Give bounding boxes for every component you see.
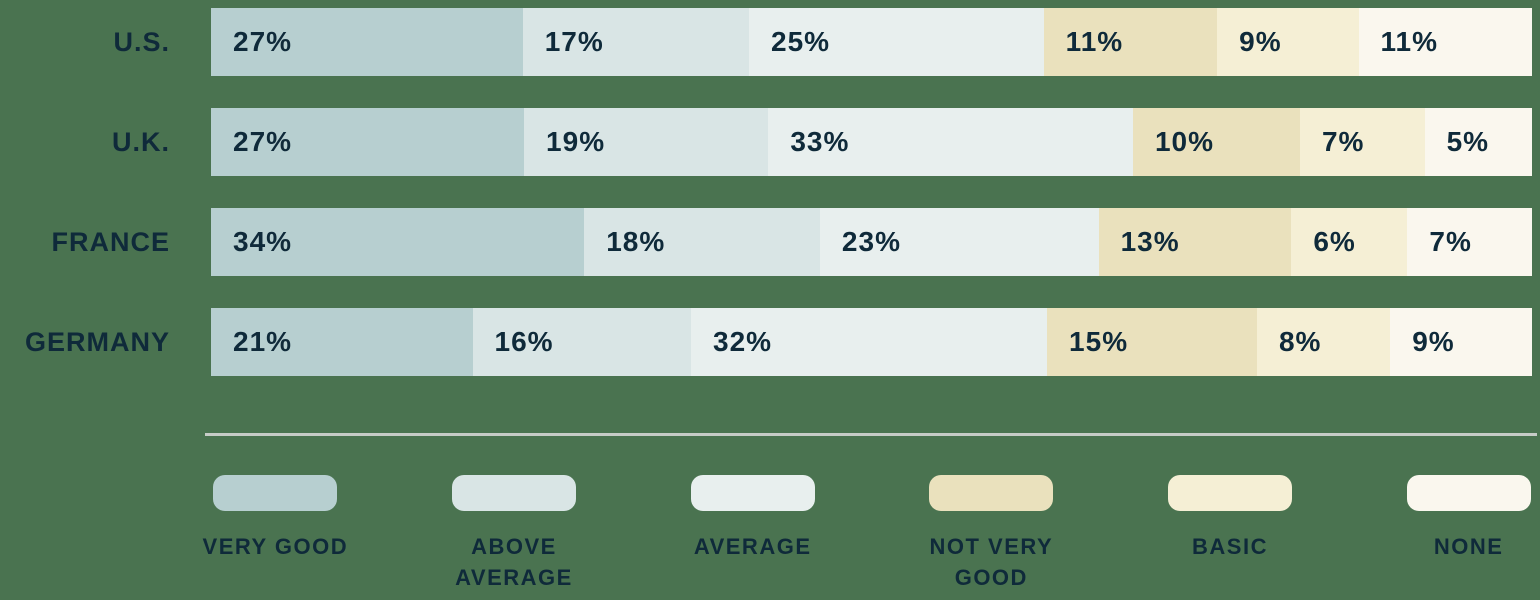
legend-item: NONE — [1349, 475, 1540, 593]
stacked-bar: 27% 19% 33% 10% 7% 5% — [211, 108, 1532, 176]
segment-value: 25% — [771, 26, 831, 57]
legend-swatch — [929, 475, 1054, 511]
bar-segment: 11% — [1043, 8, 1218, 76]
bar-segment: 27% — [211, 8, 523, 76]
bar-segment: 33% — [768, 108, 1133, 176]
segment-value: 16% — [494, 326, 554, 357]
table-row: FRANCE 34% 18% 23% 13% 6% 7% — [0, 208, 1533, 276]
legend-item: ABOVE AVERAGE — [395, 475, 634, 593]
row-label: U.K. — [112, 126, 170, 157]
legend-swatch — [1406, 475, 1531, 511]
segment-value: 27% — [233, 126, 293, 157]
stacked-bar: 34% 18% 23% 13% 6% 7% — [211, 208, 1533, 276]
table-row: U.S. 27% 17% 25% 11% 9% 11% — [0, 8, 1532, 76]
bar-segment: 23% — [819, 208, 1099, 276]
legend-swatch — [1167, 475, 1292, 511]
legend-swatch — [451, 475, 576, 511]
legend-item: NOT VERY GOOD — [872, 475, 1111, 593]
bar-segment: 5% — [1424, 108, 1532, 176]
stacked-bar: 27% 17% 25% 11% 9% 11% — [211, 8, 1532, 76]
legend-label: NOT VERY GOOD — [929, 534, 1054, 590]
bar-segment: 34% — [211, 208, 585, 276]
legend-swatch — [690, 475, 815, 511]
segment-value: 7% — [1429, 226, 1472, 257]
segment-value: 13% — [1120, 226, 1180, 257]
row-label: GERMANY — [24, 326, 170, 357]
segment-value: 34% — [233, 226, 293, 257]
bar-segment: 9% — [1390, 308, 1532, 376]
chart-legend: VERY GOOD ABOVE AVERAGE AVERAGE NOT VERY GO… — [156, 475, 1540, 593]
segment-value: 15% — [1069, 326, 1129, 357]
table-row: U.K. 27% 19% 33% 10% 7% 5% — [0, 108, 1532, 176]
segment-value: 17% — [544, 26, 604, 57]
bar-segment: 17% — [522, 8, 750, 76]
bar-segment: 27% — [211, 108, 525, 176]
segment-value: 19% — [546, 126, 606, 157]
segment-value: 9% — [1239, 26, 1282, 57]
segment-value: 11% — [1065, 26, 1124, 57]
bar-segment: 13% — [1098, 208, 1292, 276]
chart-rows: U.S. 27% 17% 25% 11% 9% 11% U.K. 27% 19% 33% 10% 7% 5… — [0, 8, 1533, 408]
segment-value: 23% — [841, 226, 901, 257]
segment-value: 27% — [233, 26, 293, 57]
bar-segment: 16% — [472, 308, 692, 376]
bar-segment: 21% — [211, 308, 473, 376]
segment-value: 11% — [1380, 26, 1439, 57]
bar-segment: 6% — [1291, 208, 1408, 276]
bar-segment: 18% — [584, 208, 820, 276]
bar-segment: 15% — [1047, 308, 1257, 376]
legend-label: BASIC — [1192, 534, 1268, 559]
bar-segment: 8% — [1256, 308, 1391, 376]
bar-segment: 7% — [1299, 108, 1425, 176]
legend-swatch — [213, 475, 338, 511]
row-label: U.S. — [113, 26, 170, 57]
bar-segment: 25% — [749, 8, 1044, 76]
segment-value: 10% — [1154, 126, 1215, 157]
segment-value: 7% — [1321, 126, 1365, 157]
legend-item: BASIC — [1111, 475, 1350, 593]
legend-label: VERY GOOD — [202, 534, 349, 559]
legend-divider — [205, 433, 1537, 436]
row-label: FRANCE — [51, 226, 170, 257]
segment-value: 8% — [1278, 326, 1322, 357]
legend-label: ABOVE AVERAGE — [455, 534, 573, 590]
legend-label: AVERAGE — [693, 534, 812, 559]
segment-value: 9% — [1412, 326, 1455, 357]
segment-value: 5% — [1446, 126, 1490, 157]
bar-segment: 11% — [1358, 8, 1532, 76]
segment-value: 21% — [233, 326, 293, 357]
legend-label: NONE — [1433, 534, 1504, 559]
stacked-bar: 21% 16% 32% 15% 8% 9% — [211, 308, 1532, 376]
segment-value: 32% — [713, 326, 773, 357]
segment-value: 6% — [1313, 226, 1356, 257]
bar-segment: 32% — [691, 308, 1048, 376]
legend-item: VERY GOOD — [156, 475, 395, 593]
bar-segment: 10% — [1132, 108, 1300, 176]
bar-segment: 9% — [1217, 8, 1359, 76]
segment-value: 33% — [790, 126, 850, 157]
legend-item: AVERAGE — [633, 475, 872, 593]
bar-segment: 7% — [1407, 208, 1533, 276]
bar-segment: 19% — [524, 108, 769, 176]
table-row: GERMANY 21% 16% 32% 15% 8% 9% — [0, 308, 1532, 376]
segment-value: 18% — [606, 226, 666, 257]
